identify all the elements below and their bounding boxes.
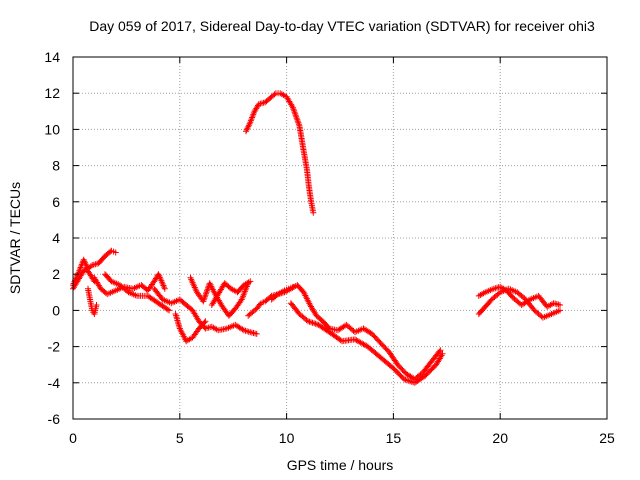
chart-title: Day 059 of 2017, Sidereal Day-to-day VTE… <box>89 18 595 34</box>
series-arc-4 <box>91 271 168 298</box>
grid <box>73 57 607 419</box>
series-arc-8 <box>187 274 252 319</box>
series-markers <box>91 271 168 298</box>
x-tick-label: 15 <box>386 430 402 446</box>
series-markers <box>187 274 252 319</box>
series-markers <box>475 285 563 321</box>
series-arc-14 <box>475 283 563 310</box>
series-markers <box>85 285 100 317</box>
y-tick-label: 2 <box>52 266 60 282</box>
y-tick-label: 12 <box>44 85 60 101</box>
y-axis-label: SDTVAR / TECUs <box>7 182 23 294</box>
y-tick-label: -6 <box>48 411 61 427</box>
y-tick-label: -4 <box>48 375 61 391</box>
x-tick-label: 25 <box>599 430 615 446</box>
series-markers <box>243 90 317 216</box>
x-tick-label: 20 <box>492 430 508 446</box>
series-markers <box>268 282 444 383</box>
y-tick-label: 4 <box>52 230 60 246</box>
y-tick-label: 6 <box>52 194 60 210</box>
series-markers <box>475 283 563 310</box>
axis-ticks: 0 5 10 15 20 25 -6 -4 -2 0 2 4 6 8 10 12 14 <box>44 49 615 446</box>
series-arc-13 <box>287 300 446 386</box>
series-arc-9 <box>208 278 254 308</box>
series-markers <box>287 300 446 386</box>
series-arc-12 <box>268 282 444 383</box>
x-axis-label: GPS time / hours <box>287 457 394 473</box>
y-tick-label: 8 <box>52 158 60 174</box>
y-tick-label: 0 <box>52 302 60 318</box>
series-arc-15 <box>475 285 563 321</box>
series-arc-3 <box>85 285 100 317</box>
series-arc-11 <box>243 90 317 216</box>
series-arc-5 <box>102 271 173 314</box>
series-markers <box>208 278 254 308</box>
series-markers <box>151 285 260 337</box>
x-tick-label: 10 <box>279 430 295 446</box>
y-tick-label: -2 <box>48 339 61 355</box>
series-arc-7 <box>172 311 209 345</box>
series-markers <box>102 271 173 314</box>
series-arc-6 <box>151 285 260 337</box>
plot-markers <box>70 90 563 386</box>
series-markers <box>172 311 209 345</box>
y-tick-label: 10 <box>44 121 60 137</box>
y-tick-label: 14 <box>44 49 60 65</box>
x-tick-label: 5 <box>176 430 184 446</box>
x-tick-label: 0 <box>69 430 77 446</box>
